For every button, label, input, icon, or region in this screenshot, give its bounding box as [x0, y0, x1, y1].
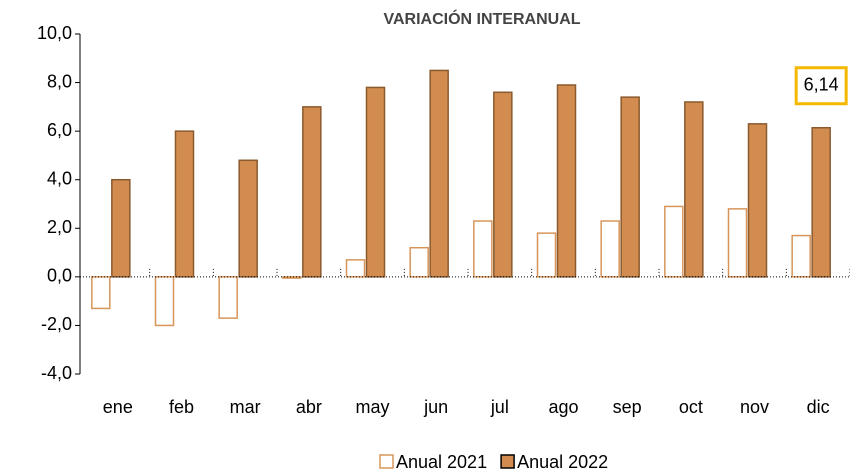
- data-label: 6,14: [804, 74, 839, 94]
- x-tick-label: ene: [103, 397, 133, 417]
- bar: [302, 106, 322, 278]
- y-tick-label: 6,0: [47, 120, 72, 140]
- x-tick-label: nov: [740, 397, 769, 417]
- x-tick-label: dic: [807, 397, 830, 417]
- y-tick-label: 8,0: [47, 71, 72, 91]
- bar: [282, 276, 302, 279]
- y-tick-label: -4,0: [41, 363, 72, 383]
- legend-label: Anual 2021: [396, 452, 487, 472]
- x-tick-label: sep: [613, 397, 642, 417]
- bar: [811, 126, 831, 278]
- bar: [365, 86, 386, 278]
- bar: [727, 208, 748, 278]
- bar: [600, 220, 620, 278]
- legend-swatch: [500, 454, 515, 469]
- x-tick-label: jun: [423, 397, 448, 417]
- bar: [664, 205, 684, 278]
- bar: [493, 91, 513, 278]
- bar: [684, 101, 704, 278]
- bar: [218, 276, 238, 319]
- chart-title: VARIACIÓN INTERANUAL: [383, 9, 580, 28]
- bar: [473, 220, 493, 278]
- bar: [174, 130, 195, 278]
- bar: [620, 96, 640, 278]
- x-tick-label: jul: [490, 397, 509, 417]
- bar: [91, 276, 111, 310]
- x-tick-label: ago: [548, 397, 578, 417]
- y-tick-label: 0,0: [47, 266, 72, 286]
- x-tick-label: feb: [169, 397, 194, 417]
- legend-label: Anual 2022: [517, 452, 608, 472]
- x-tick-label: mar: [230, 397, 261, 417]
- bar: [409, 246, 429, 278]
- x-tick-label: oct: [679, 397, 703, 417]
- bar: [791, 234, 811, 278]
- bar: [536, 232, 557, 278]
- y-tick-label: 4,0: [47, 168, 72, 188]
- bar: [154, 276, 175, 327]
- data-label-box: [794, 66, 848, 106]
- bar: [556, 84, 577, 278]
- bar: [747, 123, 768, 278]
- bar: [238, 159, 258, 278]
- legend-swatch: [379, 454, 394, 469]
- x-tick-label: may: [355, 397, 389, 417]
- y-tick-label: -2,0: [41, 314, 72, 334]
- y-tick-label: 2,0: [47, 217, 72, 237]
- y-tick-label: 10,0: [37, 23, 72, 43]
- x-tick-label: abr: [296, 397, 322, 417]
- bar: [111, 178, 131, 278]
- bar: [345, 259, 366, 278]
- bar: [429, 69, 449, 278]
